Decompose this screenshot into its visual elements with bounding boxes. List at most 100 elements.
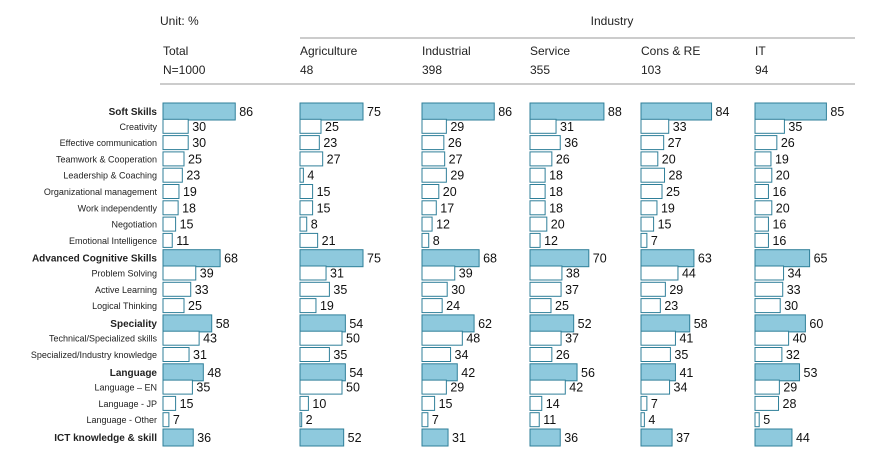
value-label: 29 — [450, 381, 464, 395]
value-label: 28 — [783, 397, 797, 411]
value-label: 68 — [224, 252, 238, 266]
subskill-bar — [421, 281, 448, 297]
value-label: 65 — [814, 252, 828, 266]
subskill-bar — [640, 151, 659, 167]
column-name: Service — [530, 44, 570, 58]
value-label: 34 — [455, 348, 469, 362]
value-label: 75 — [367, 105, 381, 119]
value-label: 44 — [796, 431, 810, 445]
subskill-bar — [529, 200, 546, 216]
subskill-bar — [162, 347, 190, 362]
row-labels: Soft Skills Creativity Effective communica… — [31, 107, 158, 444]
value-label: 20 — [776, 169, 790, 183]
value-label: 29 — [450, 120, 464, 134]
value-label: 56 — [581, 366, 595, 380]
subskill-bar — [529, 379, 566, 395]
value-label: 5 — [763, 413, 770, 427]
column-name: Cons & RE — [641, 44, 700, 58]
category-label: ICT knowledge & skill — [54, 433, 157, 444]
value-label: 35 — [333, 348, 347, 362]
subskill-bar — [421, 298, 443, 314]
value-label: 33 — [787, 283, 801, 297]
value-label: 23 — [323, 136, 337, 150]
category-bar — [754, 363, 801, 382]
subskill-bar — [640, 167, 666, 183]
subskill-bar — [162, 135, 189, 151]
subskill-bar — [754, 265, 785, 281]
value-label: 26 — [556, 348, 570, 362]
subskill-bar — [640, 330, 676, 346]
value-label: 50 — [346, 381, 360, 395]
value-label: 4 — [307, 169, 314, 183]
value-label: 20 — [551, 218, 565, 232]
value-label: 48 — [207, 366, 221, 380]
value-label: 26 — [448, 136, 462, 150]
subskill-bar — [640, 298, 661, 314]
subskill-bar — [162, 216, 177, 232]
value-label: 20 — [443, 185, 457, 199]
value-label: 84 — [716, 105, 730, 119]
value-label: 48 — [466, 332, 480, 346]
subskill-bar — [529, 347, 553, 362]
category-bar — [640, 363, 676, 382]
subskill-bar — [299, 330, 343, 346]
value-label: 40 — [793, 332, 807, 346]
category-bar — [162, 428, 194, 447]
category-bar — [299, 428, 345, 447]
column-n: 355 — [530, 63, 550, 77]
value-label: 37 — [676, 431, 690, 445]
subskill-label: Problem Solving — [91, 269, 157, 279]
value-label: 41 — [679, 332, 693, 346]
value-label: 62 — [478, 317, 492, 331]
value-label: 30 — [192, 136, 206, 150]
value-label: 26 — [781, 136, 795, 150]
subskill-bar — [529, 298, 552, 314]
subskill-bar — [529, 281, 562, 297]
value-label: 63 — [698, 252, 712, 266]
value-label: 38 — [566, 267, 580, 281]
subskill-bar — [754, 281, 784, 297]
subskill-bar — [421, 412, 429, 428]
value-label: 42 — [461, 366, 475, 380]
value-label: 30 — [192, 120, 206, 134]
category-bar — [529, 428, 561, 447]
value-label: 30 — [784, 299, 798, 313]
subskill-bar — [529, 151, 553, 167]
value-label: 52 — [348, 431, 362, 445]
value-label: 15 — [658, 218, 672, 232]
unit-label: Unit: % — [160, 14, 199, 28]
value-label: 25 — [555, 299, 569, 313]
category-bar — [529, 102, 605, 121]
value-label: 33 — [673, 120, 687, 134]
subskill-label: Organizational management — [44, 187, 158, 197]
subskill-bar — [421, 216, 433, 232]
subskill-bar — [299, 281, 330, 297]
category-bar — [299, 102, 364, 121]
subskill-bar — [529, 265, 563, 281]
category-bar — [299, 314, 346, 333]
subskill-bar — [640, 200, 658, 216]
subskill-label: Negotiation — [111, 220, 157, 230]
subskill-bar — [162, 298, 185, 314]
subskill-bar — [529, 118, 557, 134]
subskill-bar — [162, 118, 189, 134]
subskill-bar — [754, 135, 778, 151]
category-bar — [162, 102, 236, 121]
subskill-bar — [299, 200, 314, 216]
subskill-bar — [529, 412, 540, 428]
subskill-bar — [162, 379, 193, 395]
subskill-bar — [299, 232, 319, 248]
value-label: 15 — [439, 397, 453, 411]
value-label: 18 — [549, 185, 563, 199]
subskill-bar — [754, 298, 781, 314]
value-label: 23 — [664, 299, 678, 313]
subskill-bar — [299, 347, 330, 362]
value-label: 27 — [668, 136, 682, 150]
subskill-bar — [421, 151, 446, 167]
value-label: 21 — [322, 234, 336, 248]
value-label: 19 — [661, 201, 675, 215]
value-label: 29 — [669, 283, 683, 297]
value-label: 60 — [809, 317, 823, 331]
